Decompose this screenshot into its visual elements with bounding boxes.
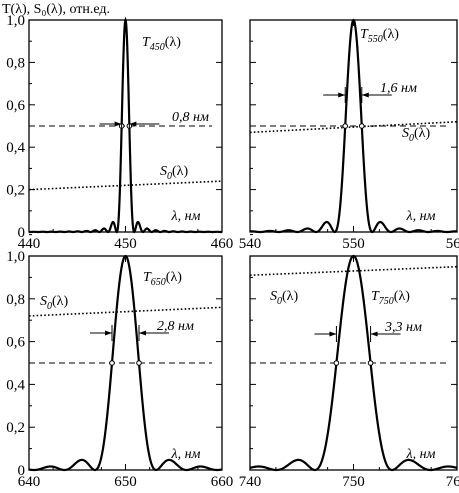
- x-axis-label: λ, нм: [406, 209, 436, 224]
- source-label: S0(λ): [270, 289, 298, 307]
- x-tick-label: 660: [211, 474, 234, 490]
- transmission-curve: [249, 254, 458, 472]
- source-label: S0(λ): [402, 126, 430, 144]
- fwhm-arrowhead-left: [104, 330, 112, 336]
- fwhm-marker-left: [109, 360, 115, 366]
- fwhm-arrowhead-right: [361, 92, 369, 98]
- transmission-curve: [28, 254, 223, 472]
- x-tick-label: 760: [446, 474, 459, 490]
- y-tick-label: 0,8: [6, 55, 25, 71]
- x-tick-label: 450: [114, 236, 137, 252]
- y-tick-label: 0: [18, 225, 26, 241]
- fwhm-label: 0,8 нм: [172, 110, 209, 125]
- y-tick-label: 0,8: [6, 292, 25, 308]
- source-spectrum-line: [249, 265, 458, 277]
- fwhm-label: 3,3 нм: [384, 320, 422, 335]
- fwhm-arrowhead-right: [139, 330, 147, 336]
- x-tick-label: 460: [211, 236, 234, 252]
- fwhm-marker-right: [358, 123, 365, 129]
- y-tick-label: 0,4: [6, 140, 25, 156]
- fwhm-marker-right: [367, 360, 374, 366]
- y-tick-label: 0,2: [6, 420, 25, 436]
- y-tick-label: 0,2: [6, 183, 25, 199]
- transmission-curve: [28, 16, 223, 234]
- source-label: S0(λ): [160, 164, 188, 182]
- x-tick-label: 640: [18, 474, 41, 490]
- x-tick-label: 650: [114, 474, 137, 490]
- source-label: S0(λ): [40, 294, 68, 312]
- x-tick-label: 550: [342, 236, 365, 252]
- x-axis-label: λ, нм: [171, 447, 201, 462]
- curve-label: T650(λ): [143, 270, 182, 288]
- fwhm-marker-left: [342, 123, 349, 129]
- y-tick-label: 0,6: [6, 335, 25, 351]
- x-tick-label: 540: [239, 236, 262, 252]
- x-axis-label: λ, нм: [171, 209, 201, 224]
- x-axis-label: λ, нм: [406, 447, 436, 462]
- fwhm-marker-left: [333, 360, 340, 366]
- source-spectrum-line: [28, 180, 223, 191]
- curve-label: T750(λ): [371, 289, 410, 307]
- y-tick-label: 0,4: [6, 377, 25, 393]
- fwhm-arrowhead-left: [338, 92, 346, 98]
- y-tick-label: 0,6: [6, 98, 25, 114]
- source-spectrum-line: [28, 306, 223, 317]
- y-tick-label: 1,0: [6, 249, 25, 265]
- fwhm-arrowhead-right: [129, 121, 137, 127]
- fwhm-marker-right: [136, 360, 142, 366]
- fwhm-arrowhead-right: [370, 331, 378, 337]
- y-axis-title: T(λ), S₀(λ), отн.ед.: [2, 2, 110, 17]
- curve-label: T550(λ): [360, 27, 399, 45]
- x-tick-label: 560: [446, 236, 459, 252]
- x-tick-label: 740: [239, 474, 262, 490]
- fwhm-label: 1,6 нм: [380, 81, 417, 96]
- y-tick-label: 1,0: [6, 13, 25, 29]
- source-spectrum-line: [249, 120, 458, 134]
- x-tick-label: 440: [18, 236, 41, 252]
- fwhm-arrowhead-left: [114, 121, 122, 127]
- curve-label: T450(λ): [142, 35, 181, 53]
- x-tick-label: 750: [342, 474, 365, 490]
- fwhm-arrowhead-left: [329, 331, 337, 337]
- fwhm-label: 2,8 нм: [157, 319, 194, 334]
- transmission-curve: [249, 18, 458, 234]
- y-tick-label: 0: [18, 463, 26, 479]
